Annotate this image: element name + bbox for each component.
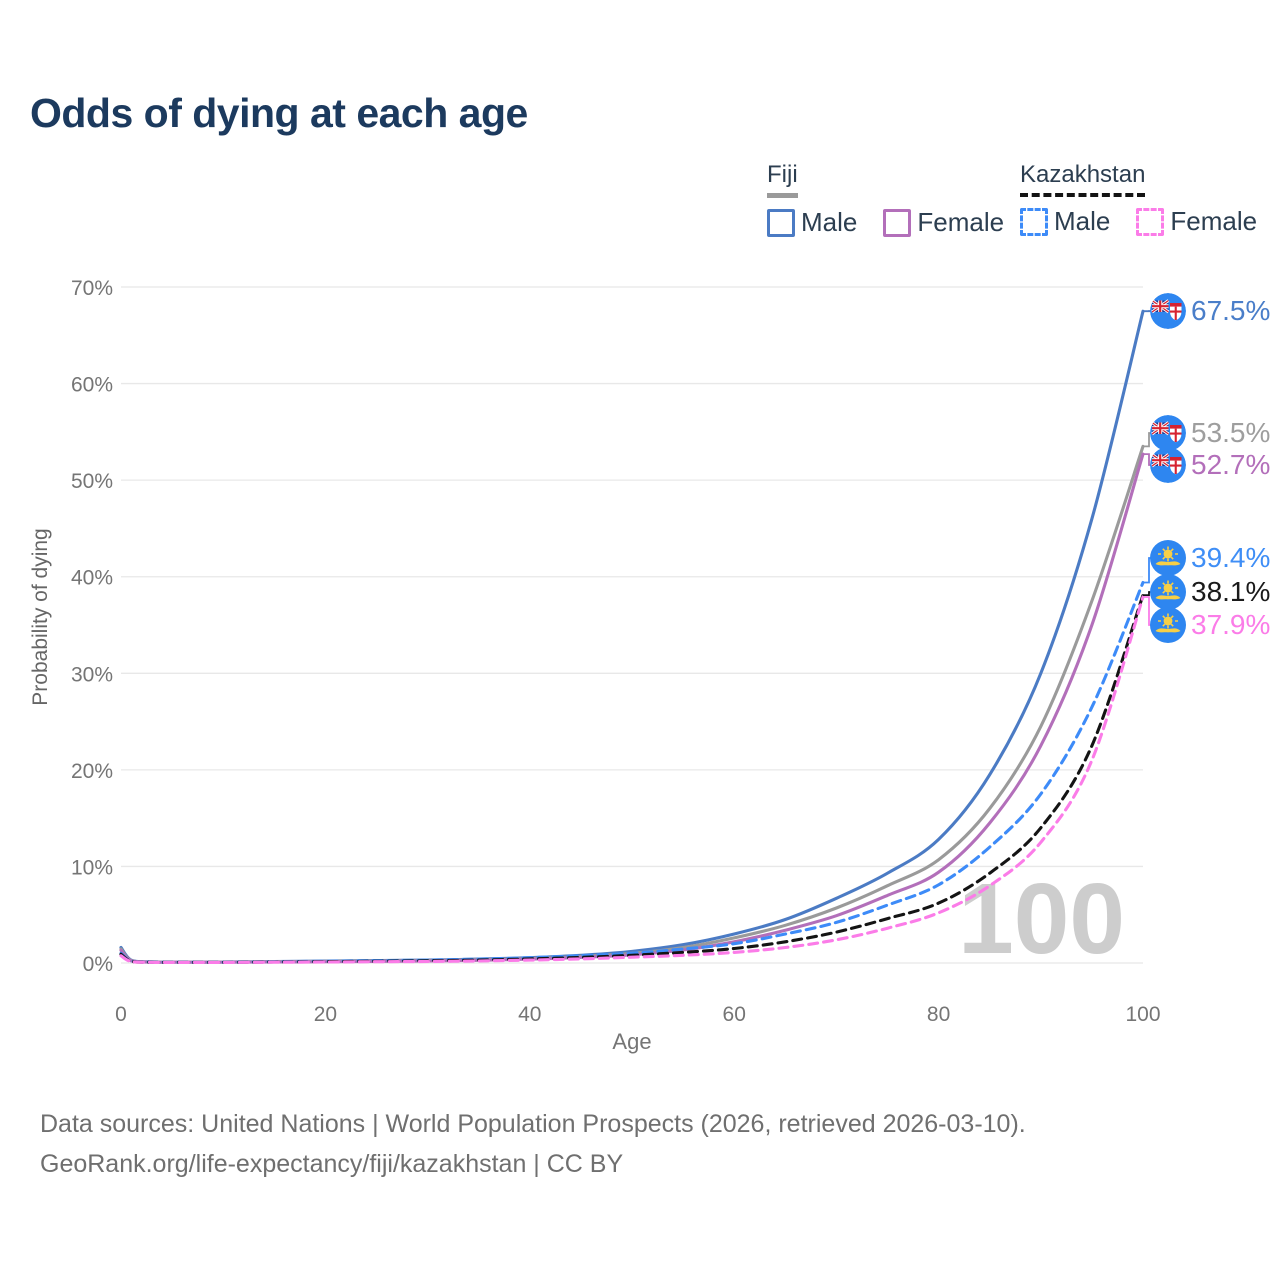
end-label-fiji-male: 67.5% [1150,293,1270,329]
legend-item-fiji-male[interactable]: Male [767,207,857,238]
y-axis-tick-labels: 0% 10% 20% 30% 40% 50% 60% 70% [71,277,113,976]
fiji-male-swatch-icon [767,208,795,237]
fiji-flag-icon [1150,447,1186,483]
x-tick-label: 60 [723,1003,746,1026]
y-tick-label: 50% [71,470,113,493]
end-label-kazakhstan-male: 39.4% [1150,540,1270,576]
y-tick-label: 40% [71,567,113,590]
gridlines [121,286,1143,964]
end-label-kazakhstan-female: 37.9% [1150,607,1270,643]
y-tick-label: 70% [71,277,113,300]
page-title: Odds of dying at each age [30,90,528,136]
end-label-value: 52.7% [1191,449,1271,480]
legend-group-kazakhstan: Kazakhstan Male Female [1020,161,1257,237]
end-label-fiji-female: 52.7% [1150,447,1270,483]
legend-item-kazakhstan-female[interactable]: Female [1136,206,1257,237]
kazakhstan-flag-icon [1150,540,1186,576]
series-line-kazakhstan-female [119,595,1145,964]
legend-label-kazakhstan-female: Female [1170,206,1258,236]
fiji-flag-icon [1150,415,1186,451]
footer-data-sources: Data sources: United Nations | World Pop… [40,1110,1026,1138]
x-axis-tick-labels: 0 20 40 60 80 100 [115,1003,1160,1026]
end-label-value: 37.9% [1191,609,1271,640]
kazakhstan-flag-icon [1150,607,1186,643]
legend-heading-kazakhstan: Kazakhstan [1020,161,1146,197]
kazakhstan-female-swatch-icon [1136,207,1165,236]
x-tick-label: 0 [115,1003,127,1026]
x-tick-label: 40 [518,1003,541,1026]
end-label-value: 39.4% [1191,542,1271,573]
footer: Data sources: United Nations | World Pop… [40,1104,1026,1184]
legend-label-kazakhstan-male: Male [1054,206,1111,236]
legend-label-fiji-male: Male [801,207,858,237]
x-tick-label: 80 [927,1003,950,1026]
age-counter-watermark: 100 [958,863,1125,975]
end-label-kazakhstan-both-sexes: 38.1% [1150,574,1270,610]
y-tick-label: 20% [71,760,113,783]
y-tick-label: 30% [71,663,113,686]
y-axis-title: Probability of dying [29,528,52,705]
kazakhstan-male-swatch-icon [1020,207,1048,236]
legend-group-fiji: Fiji Male Female [767,161,1004,238]
y-tick-label: 10% [71,856,113,879]
legend-label-fiji-female: Female [917,207,1005,237]
legend-item-kazakhstan-male[interactable]: Male [1020,206,1110,237]
fiji-female-swatch-icon [883,208,912,237]
end-label-value: 53.5% [1191,417,1271,448]
end-label-value: 38.1% [1191,576,1271,607]
x-tick-label: 100 [1125,1003,1160,1026]
y-tick-label: 0% [83,953,113,976]
fiji-flag-icon [1150,293,1186,329]
legend-item-fiji-female[interactable]: Female [883,207,1004,238]
footer-attribution: GeoRank.org/life-expectancy/fiji/kazakhs… [40,1150,624,1178]
kazakhstan-flag-icon [1150,574,1186,610]
x-tick-label: 20 [314,1003,337,1026]
legend-heading-fiji: Fiji [767,161,798,198]
y-tick-label: 60% [71,374,113,397]
end-label-fiji-both-sexes: 53.5% [1150,415,1270,451]
series-curves [119,309,1145,964]
x-axis-title: Age [612,1029,651,1054]
end-label-value: 67.5% [1191,295,1271,326]
